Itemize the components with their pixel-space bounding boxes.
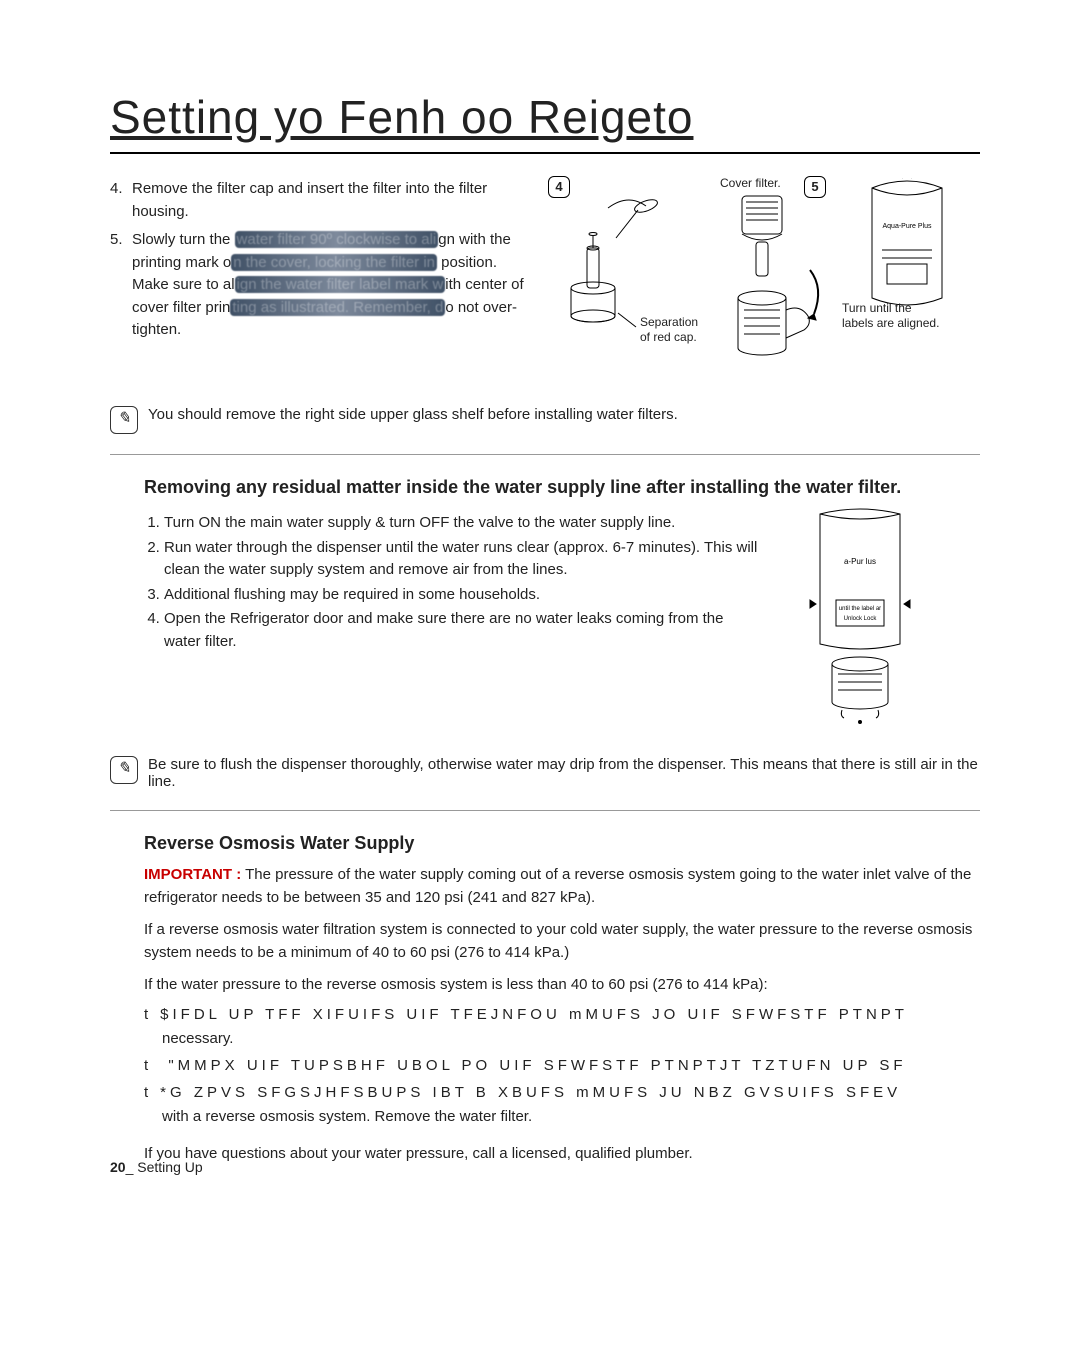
bullet-tail: with a reverse osmosis system. Remove th… [162, 1106, 980, 1129]
step-text: Slowly turn the water filter 90º clockwi… [132, 229, 530, 342]
ro-p2: If a reverse osmosis water filtration sy… [144, 919, 980, 964]
divider [110, 810, 980, 811]
note-icon: ✎ [110, 756, 138, 784]
fig4-caption: Separation of red cap. [640, 315, 710, 346]
list-item: Turn ON the main water supply & turn OFF… [164, 512, 760, 535]
step-badge: 4 [548, 176, 570, 198]
step-number: 5. [110, 229, 132, 342]
bullet-item: t*G ZPVS SFGSJHFSBUPS IBT B XBUFS mMUFS … [144, 1079, 980, 1106]
note-icon: ✎ [110, 406, 138, 434]
bullet-item: t$IFDL UP TFF XIFUIFS UIF TFEJNFOU mMUFS… [144, 1001, 980, 1028]
residual-figure: a-Pur lus until the label ar Unlock Lock [780, 508, 980, 728]
ro-important: IMPORTANT : The pressure of the water su… [144, 864, 980, 909]
note-text: Be sure to flush the dispenser thoroughl… [148, 756, 980, 790]
ro-p3: If the water pressure to the reverse osm… [144, 974, 980, 997]
step-badge: 5 [804, 176, 826, 198]
ro-section: Reverse Osmosis Water Supply IMPORTANT :… [110, 833, 980, 1165]
important-label: IMPORTANT : [144, 866, 241, 883]
step-5: 5. Slowly turn the water filter 90º cloc… [110, 229, 530, 342]
note-text: You should remove the right side upper g… [148, 406, 678, 423]
svg-text:Aqua-Pure Plus: Aqua-Pure Plus [882, 223, 932, 230]
ro-heading: Reverse Osmosis Water Supply [144, 833, 980, 854]
step-text: Remove the filter cap and insert the fil… [132, 178, 530, 223]
bullet-tail: necessary. [162, 1028, 980, 1051]
turn-label: Turn until the labels are aligned. [842, 301, 982, 332]
residual-steps: Turn ON the main water supply & turn OFF… [144, 512, 760, 653]
list-item: Run water through the dispenser until th… [164, 537, 760, 582]
top-section: 4. Remove the filter cap and insert the … [110, 178, 980, 388]
figure-5-right: Aqua-Pure Plus Turn until the labels are… [842, 178, 972, 328]
step-number: 4. [110, 178, 132, 223]
cover-filter-illustration [722, 178, 832, 388]
divider [110, 454, 980, 455]
note-flush: ✎ Be sure to flush the dispenser thoroug… [110, 756, 980, 790]
page-title: Setting yo Fenh oo Reigeto [110, 90, 980, 154]
ro-p4: If you have questions about your water p… [144, 1143, 980, 1166]
residual-section: Removing any residual matter inside the … [110, 477, 980, 728]
residual-heading: Removing any residual matter inside the … [144, 477, 980, 498]
note-remove-shelf: ✎ You should remove the right side upper… [110, 406, 980, 434]
list-item: Open the Refrigerator door and make sure… [164, 608, 760, 653]
page-footer: 20_ Setting Up [110, 1159, 203, 1175]
svg-text:a-Pur lus: a-Pur lus [844, 557, 876, 566]
figure-5-left: Cover filter. 5 [722, 178, 832, 388]
list-item: Additional flushing may be required in s… [164, 584, 760, 607]
ro-bullets: t$IFDL UP TFF XIFUIFS UIF TFEJNFOU mMUFS… [144, 1001, 980, 1129]
cover-filter-label: Cover filter. [720, 176, 781, 192]
step-4: 4. Remove the filter cap and insert the … [110, 178, 530, 223]
figure-4: 4 [538, 178, 668, 368]
bullet-item: t "MMPX UIF TUPSBHF UBOL PO UIF SFWFSTF … [144, 1052, 980, 1079]
svg-text:until the label ar: until the label ar [839, 606, 881, 612]
svg-text:Unlock Lock: Unlock Lock [844, 616, 878, 622]
